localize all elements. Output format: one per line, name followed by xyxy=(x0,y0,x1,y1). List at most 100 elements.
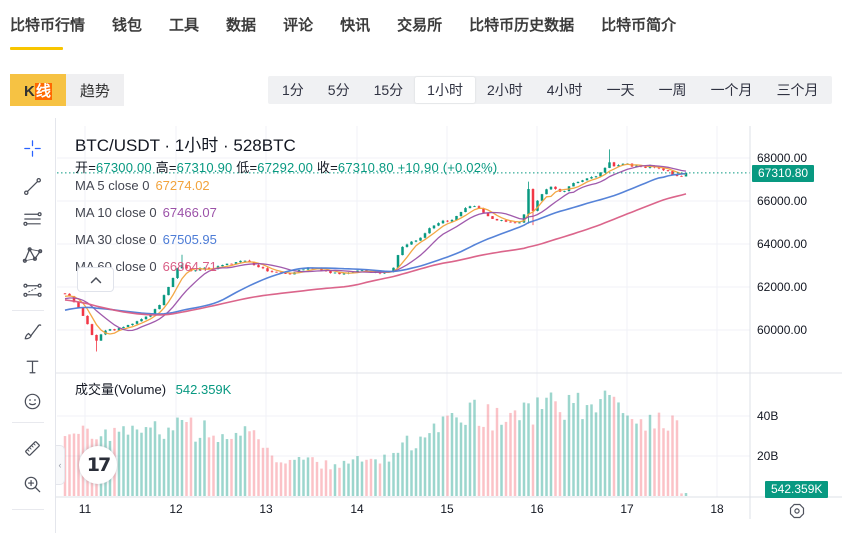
nav-item-0[interactable]: 比特币行情 xyxy=(10,14,85,50)
time-tick-5: 16 xyxy=(530,502,544,516)
timeframe-button-6[interactable]: 一天 xyxy=(606,82,635,98)
crosshair-icon xyxy=(23,139,41,157)
timeframe-bar: 1分 5分 15分 1小时 2小时 4小时 一天 一周 一个月 三个月 xyxy=(268,76,832,104)
ohlc-segment-6: 收= xyxy=(316,160,338,175)
nav-item-6[interactable]: 交易所 xyxy=(397,17,443,34)
price-tick-3: 62000.00 xyxy=(757,280,808,294)
multi-line-icon xyxy=(22,211,42,226)
timeframe-button-5[interactable]: 4小时 xyxy=(546,82,583,98)
position-tool-button[interactable] xyxy=(18,276,46,304)
ohlc-segment-7: 67310.80 xyxy=(337,160,398,175)
ohlc-segment-2: 高= xyxy=(155,160,177,175)
tradingview-logo-glyph: 17 xyxy=(86,454,111,476)
price-tick-4: 60000.00 xyxy=(757,323,808,337)
smiley-tool-button[interactable] xyxy=(18,387,46,415)
panel-collapse-handle[interactable]: ‹ xyxy=(56,445,65,485)
smiley-icon xyxy=(24,393,40,409)
chart-area: BTC/USDT · 1小时 · 528BTC 开=67300.00 高=673… xyxy=(56,118,842,533)
current-volume-badge: 542.359K xyxy=(765,481,829,498)
price-tick-1: 66000.00 xyxy=(757,194,808,208)
timeframe-button-9[interactable]: 三个月 xyxy=(776,82,819,98)
nav-item-2[interactable]: 工具 xyxy=(169,17,200,34)
text-tool-button[interactable] xyxy=(18,352,46,380)
timeframe-button-7[interactable]: 一周 xyxy=(658,82,687,98)
pattern-tool-button[interactable] xyxy=(18,241,46,269)
chart-controls: K线 趋势 1分 5分 15分 1小时 2小时 4小时 一天 一周 一个月 三个月 xyxy=(0,72,842,108)
trend-button[interactable]: 趋势 xyxy=(65,74,124,106)
trend-line-tool-button[interactable] xyxy=(18,172,46,200)
nav-item-1[interactable]: 钱包 xyxy=(112,17,143,34)
gear-icon xyxy=(789,503,805,519)
text-icon xyxy=(26,360,38,373)
ohlc-segment-4: 低= xyxy=(236,160,258,175)
nav-item-3[interactable]: 数据 xyxy=(226,17,257,34)
price-tick-0: 68000.00 xyxy=(757,151,808,165)
position-icon xyxy=(22,283,42,297)
top-nav: 比特币行情 钱包 工具 数据 评论 快讯 交易所 比特币历史数据 比特币简介 xyxy=(0,0,842,60)
zoom-in-icon xyxy=(24,476,40,492)
nav-item-8[interactable]: 比特币简介 xyxy=(601,17,677,34)
ma-legend-row-0: MA 5 close 0 67274.02 xyxy=(75,178,210,193)
trend-line-icon xyxy=(23,177,41,195)
ma-value: 67466.07 xyxy=(162,205,217,220)
timeframe-button-2[interactable]: 15分 xyxy=(373,82,404,98)
ohlc-segment-1: 67300.00 xyxy=(96,160,156,175)
ma-value: 67505.95 xyxy=(162,232,217,247)
collapse-legend-button[interactable] xyxy=(77,267,114,292)
kline-highlight: 线 xyxy=(34,82,52,100)
volume-tick-1: 20B xyxy=(757,449,779,463)
pattern-icon xyxy=(22,246,42,263)
time-tick-1: 12 xyxy=(169,502,183,516)
zoom-in-tool-button[interactable] xyxy=(18,470,46,498)
ohlc-segment-5: 67292.00 xyxy=(257,160,317,175)
timeframe-button-3[interactable]: 1小时 xyxy=(415,77,475,103)
toolbar-divider xyxy=(12,422,44,423)
chart-widget: BTC/USDT · 1小时 · 528BTC 开=67300.00 高=673… xyxy=(0,118,842,533)
ohlc-segment-8: +10.90 (+0.02%) xyxy=(397,160,498,175)
time-tick-6: 17 xyxy=(620,502,634,516)
axis-settings-button[interactable] xyxy=(787,502,807,520)
volume-value: 542.359K xyxy=(175,382,232,397)
nav-item-5[interactable]: 快讯 xyxy=(340,17,371,34)
ma-legend-row-2: MA 30 close 0 67505.95 xyxy=(75,232,217,247)
timeframe-button-8[interactable]: 一个月 xyxy=(710,82,753,98)
ma-value: 66864.71 xyxy=(162,259,217,274)
chevron-up-icon xyxy=(90,276,101,283)
volume-label: 成交量(Volume) xyxy=(75,382,167,397)
chart-canvas[interactable] xyxy=(56,118,842,533)
ohlc-segment-0: 开= xyxy=(75,160,96,175)
time-tick-7: 18 xyxy=(710,502,724,516)
nav-item-4[interactable]: 评论 xyxy=(283,17,314,34)
multi-line-tool-button[interactable] xyxy=(18,205,46,233)
ma-label: MA 30 close 0 xyxy=(75,232,157,247)
current-price-badge: 67310.80 xyxy=(752,164,815,182)
time-tick-3: 14 xyxy=(350,502,364,516)
timeframe-button-4[interactable]: 2小时 xyxy=(486,82,523,98)
ma-label: MA 5 close 0 xyxy=(75,178,150,193)
crosshair-tool-button[interactable] xyxy=(18,134,46,162)
brush-icon xyxy=(24,323,41,339)
time-tick-4: 15 xyxy=(440,502,454,516)
kline-label: K xyxy=(24,82,35,100)
ohlc-legend: 开=67300.00 高=67310.90 低=67292.00 收=67310… xyxy=(75,157,497,176)
time-tick-2: 13 xyxy=(259,502,273,516)
time-tick-0: 11 xyxy=(78,502,92,516)
tradingview-logo[interactable]: 17 xyxy=(79,446,117,484)
chart-type-buttons: K线 趋势 xyxy=(10,74,124,106)
ma-legend-row-1: MA 10 close 0 67466.07 xyxy=(75,205,217,220)
timeframe-button-0[interactable]: 1分 xyxy=(282,82,304,98)
volume-legend: 成交量(Volume) 542.359K xyxy=(75,379,231,398)
kline-button[interactable]: K线 xyxy=(10,74,66,106)
brush-tool-button[interactable] xyxy=(18,317,46,345)
ruler-icon xyxy=(24,440,40,456)
ma-label: MA 10 close 0 xyxy=(75,205,157,220)
toolbar-divider xyxy=(12,509,44,510)
ruler-tool-button[interactable] xyxy=(18,434,46,462)
nav-item-7[interactable]: 比特币历史数据 xyxy=(469,17,575,34)
timeframe-button-1[interactable]: 5分 xyxy=(327,82,350,98)
toolbar-divider xyxy=(12,310,44,311)
chart-title: BTC/USDT · 1小时 · 528BTC xyxy=(75,136,296,155)
drawing-toolbar xyxy=(0,118,56,533)
volume-tick-0: 40B xyxy=(757,409,779,423)
